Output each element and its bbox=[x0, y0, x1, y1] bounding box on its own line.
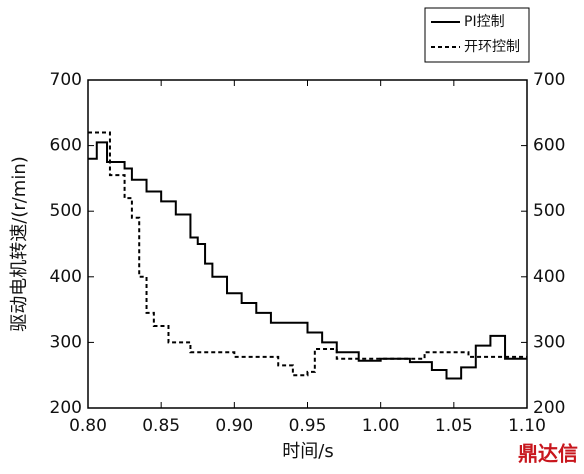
x-tick-label: 1.00 bbox=[362, 416, 400, 436]
x-tick-label: 0.85 bbox=[142, 416, 180, 436]
y2-tick-label: 600 bbox=[533, 136, 565, 156]
y-tick-label: 500 bbox=[50, 201, 82, 221]
y2-tick-label: 700 bbox=[533, 70, 565, 90]
x-axis-label: 时间/s bbox=[282, 441, 333, 462]
x-tick-label: 1.05 bbox=[435, 416, 473, 436]
y2-tick-label: 400 bbox=[533, 267, 565, 287]
y2-tick-label: 300 bbox=[533, 332, 565, 352]
series-line bbox=[88, 131, 527, 377]
watermark: 鼎达信 bbox=[518, 442, 578, 466]
y-tick-label: 300 bbox=[50, 332, 82, 352]
y2-tick-label: 500 bbox=[533, 201, 565, 221]
y-tick-label: 400 bbox=[50, 267, 82, 287]
x-tick-label: 0.95 bbox=[289, 416, 327, 436]
legend-label: PI控制 bbox=[464, 14, 505, 30]
legend-label: 开环控制 bbox=[464, 39, 520, 55]
plot-frame bbox=[87, 79, 528, 409]
y2-tick-label: 200 bbox=[533, 398, 565, 418]
legend-box bbox=[424, 7, 530, 63]
y-tick-label: 600 bbox=[50, 136, 82, 156]
y-axis-label: 驱动电机转速/(r/min) bbox=[9, 156, 30, 332]
x-tick-label: 1.10 bbox=[508, 416, 546, 436]
x-tick-label: 0.90 bbox=[215, 416, 253, 436]
y-tick-label: 200 bbox=[50, 398, 82, 418]
y-tick-label: 700 bbox=[50, 70, 82, 90]
series-line bbox=[88, 141, 527, 380]
x-tick-label: 0.80 bbox=[69, 416, 107, 436]
